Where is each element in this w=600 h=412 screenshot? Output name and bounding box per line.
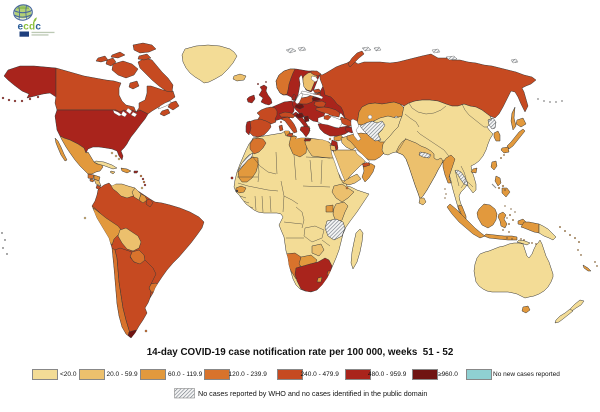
svg-text:ecdc: ecdc <box>18 22 42 33</box>
